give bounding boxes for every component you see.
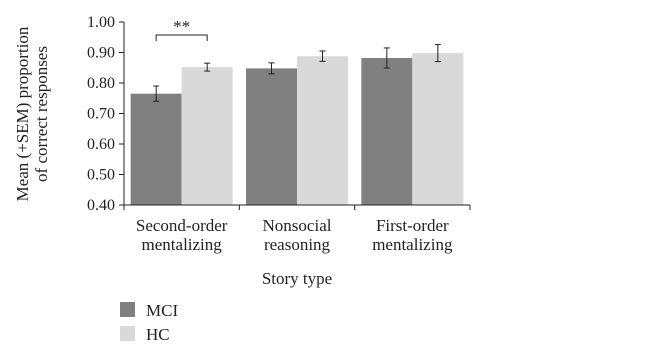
y-tick-label: 0.50 bbox=[87, 167, 115, 184]
y-tick-label: 1.00 bbox=[87, 14, 115, 31]
legend: MCI HC bbox=[120, 301, 178, 344]
legend-label-hc: HC bbox=[146, 325, 170, 344]
significance-annotation: ** bbox=[155, 17, 208, 41]
error-bars bbox=[153, 44, 441, 102]
x-axis: Second-ordermentalizingNonsocialreasonin… bbox=[123, 204, 471, 288]
y-axis: 0.40 0.50 0.60 0.70 0.80 0.90 1.00 bbox=[87, 14, 125, 214]
y-tick-label: 0.90 bbox=[87, 45, 115, 62]
bar-mci-2 bbox=[361, 57, 413, 205]
bar-hc-2 bbox=[412, 53, 464, 205]
x-axis-title: Story type bbox=[262, 269, 332, 288]
y-tick-label: 0.70 bbox=[87, 106, 115, 123]
x-tick-label: Nonsocial bbox=[263, 216, 332, 235]
x-tick-label: mentalizing bbox=[142, 235, 223, 254]
x-tick-label: Second-order bbox=[136, 216, 228, 235]
y-tick-label: 0.60 bbox=[87, 136, 115, 153]
y-axis-title-line: of correct responses bbox=[32, 46, 51, 182]
x-tick-label: mentalizing bbox=[372, 235, 453, 254]
y-axis-label: Mean (+SEM) proportion of correct respons… bbox=[13, 26, 51, 201]
y-tick-label: 0.40 bbox=[87, 197, 115, 214]
y-tick-label: 0.80 bbox=[87, 75, 115, 92]
significance-bracket bbox=[155, 34, 208, 41]
y-axis-title-line: Mean (+SEM) proportion bbox=[13, 26, 32, 201]
legend-label-mci: MCI bbox=[146, 301, 178, 320]
x-tick-label: First-order bbox=[376, 216, 449, 235]
bar-hc-0 bbox=[181, 67, 233, 205]
bar-mci-1 bbox=[246, 68, 297, 205]
legend-swatch-mci bbox=[120, 302, 135, 317]
legend-swatch-hc bbox=[120, 326, 135, 341]
significance-stars: ** bbox=[173, 17, 190, 36]
bars bbox=[130, 53, 464, 205]
bar-hc-1 bbox=[297, 56, 348, 205]
bar-mci-0 bbox=[130, 93, 182, 205]
x-tick-label: reasoning bbox=[264, 235, 331, 254]
